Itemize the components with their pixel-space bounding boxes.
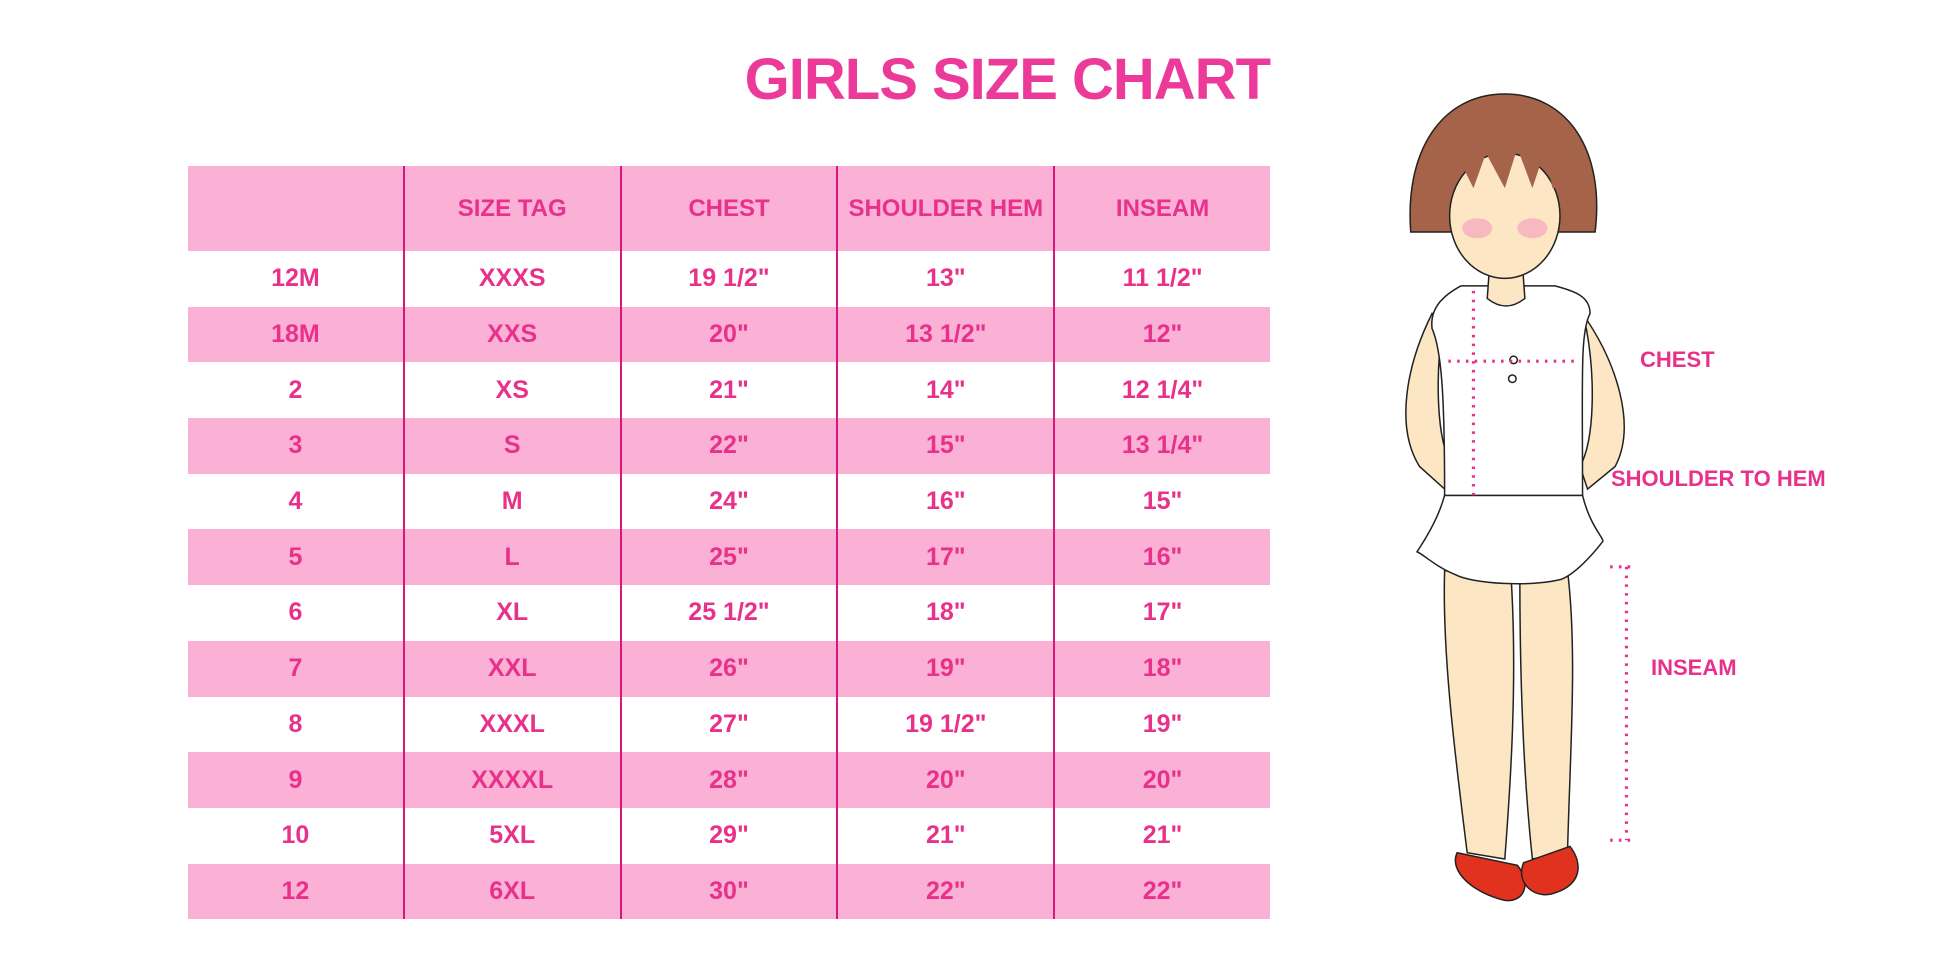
table-cell: 10	[281, 821, 310, 850]
table-cell: 21"	[836, 807, 1053, 864]
table-row: 12 6XL 30" 22" 22"	[188, 863, 1270, 920]
table-cell: 22"	[836, 863, 1053, 920]
table-row: 6 XL 25 1/2" 18" 17"	[188, 585, 1270, 641]
table-cell: XL	[402, 585, 620, 641]
table-cell: 26"	[619, 640, 837, 697]
header-cell: SIZE TAG	[402, 166, 620, 251]
table-cell: XS	[402, 362, 620, 419]
table-row: 9 XXXXL 28" 20" 20"	[188, 752, 1270, 808]
table-row: 3 S 22" 15" 13 1/4"	[188, 418, 1270, 474]
skirt	[1415, 494, 1604, 585]
table-cell: 6	[288, 598, 303, 627]
table-cell: 21"	[619, 362, 837, 419]
table-cell: 18M	[271, 320, 320, 349]
table-row: 2 XS 21" 14" 12 1/4"	[188, 362, 1270, 419]
table-cell: 25 1/2"	[619, 585, 837, 641]
header-cell: CHEST	[619, 166, 837, 251]
header-cell: SHOULDER HEM	[836, 166, 1053, 251]
table-cell: 8	[288, 709, 303, 738]
label-inseam: INSEAM	[1651, 655, 1737, 680]
cheek	[1517, 218, 1548, 239]
table-cell: 2	[288, 375, 303, 404]
table-cell: 21"	[1053, 807, 1270, 864]
table-row: 12M XXXS 19 1/2" 13" 11 1/2"	[188, 251, 1270, 307]
table-cell: 4	[288, 487, 303, 516]
button	[1507, 374, 1517, 384]
bangs	[1442, 119, 1568, 189]
table-cell: 5XL	[402, 807, 620, 864]
table-cell: 15"	[836, 418, 1053, 474]
table-cell: 27"	[619, 696, 837, 753]
table-row: 4 M 24" 16" 15"	[188, 473, 1270, 530]
table-cell: 14"	[836, 362, 1053, 419]
header-cell: INSEAM	[1053, 166, 1270, 251]
leg	[1519, 569, 1574, 860]
table-cell: 13 1/2"	[836, 306, 1053, 363]
table-cell: 19 1/2"	[619, 251, 837, 307]
table-cell: 7	[288, 654, 303, 683]
table-cell: 25"	[619, 529, 837, 586]
table-cell: 12M	[271, 264, 320, 293]
table-cell: 17"	[1053, 585, 1270, 641]
table-row: 18M XXS 20" 13 1/2" 12"	[188, 306, 1270, 363]
page-title: GIRLS SIZE CHART	[744, 47, 1271, 112]
table-cell: L	[402, 529, 620, 586]
table-cell: 9	[288, 765, 303, 794]
label-chest: CHEST	[1640, 347, 1715, 372]
shoe	[1521, 845, 1579, 896]
table-cell: XXXXL	[402, 752, 620, 808]
table-cell: S	[402, 418, 620, 474]
table-cell: XXXS	[402, 251, 620, 307]
cheek	[1462, 218, 1493, 239]
arm	[1579, 313, 1625, 491]
table-cell: 12 1/4"	[1053, 362, 1270, 419]
table-cell: 20"	[1053, 752, 1270, 808]
table-cell: 28"	[619, 752, 837, 808]
table-cell: 5	[288, 542, 303, 571]
table-row: 8 XXXL 27" 19 1/2" 19"	[188, 696, 1270, 753]
table-cell: 29"	[619, 807, 837, 864]
table-cell: XXS	[402, 306, 620, 363]
table-row: 10 5XL 29" 21" 21"	[188, 807, 1270, 864]
table-cell: 3	[288, 431, 303, 460]
table-cell: 12"	[1053, 306, 1270, 363]
table-cell: 19"	[1053, 696, 1270, 753]
table-cell: 16"	[836, 473, 1053, 530]
shoe	[1454, 851, 1526, 902]
table-cell: 6XL	[402, 863, 620, 920]
table-cell: XXL	[402, 640, 620, 697]
table-cell: 22"	[1053, 863, 1270, 920]
table-cell: 19 1/2"	[836, 696, 1053, 753]
table-row: 7 XXL 26" 19" 18"	[188, 640, 1270, 697]
label-shoulder: SHOULDER TO HEM	[1611, 466, 1826, 491]
table-row: 5 L 25" 17" 16"	[188, 529, 1270, 586]
table-cell: 17"	[836, 529, 1053, 586]
table-cell: 30"	[619, 863, 837, 920]
table-cell: 24"	[619, 473, 837, 530]
table-cell: 18"	[1053, 640, 1270, 697]
table-cell: 15"	[1053, 473, 1270, 530]
table-cell: 18"	[836, 585, 1053, 641]
table-cell: 13 1/4"	[1053, 418, 1270, 474]
table-cell: 12	[281, 876, 310, 905]
table-cell: 22"	[619, 418, 837, 474]
table-cell: 20"	[619, 306, 837, 363]
table-cell: M	[402, 473, 620, 530]
table-cell: 16"	[1053, 529, 1270, 586]
table-cell: XXXL	[402, 696, 620, 753]
shirt	[1431, 285, 1591, 497]
header-row: SIZE TAG CHEST SHOULDER HEM INSEAM	[188, 166, 1270, 251]
table-cell: 19"	[836, 640, 1053, 697]
table-cell: 11 1/2"	[1053, 251, 1270, 307]
table-cell: 13"	[836, 251, 1053, 307]
leg	[1443, 569, 1515, 860]
size-table: SIZE TAG CHEST SHOULDER HEM INSEAM 12M XXXS 19…	[188, 166, 1270, 920]
table-cell: 20"	[836, 752, 1053, 808]
